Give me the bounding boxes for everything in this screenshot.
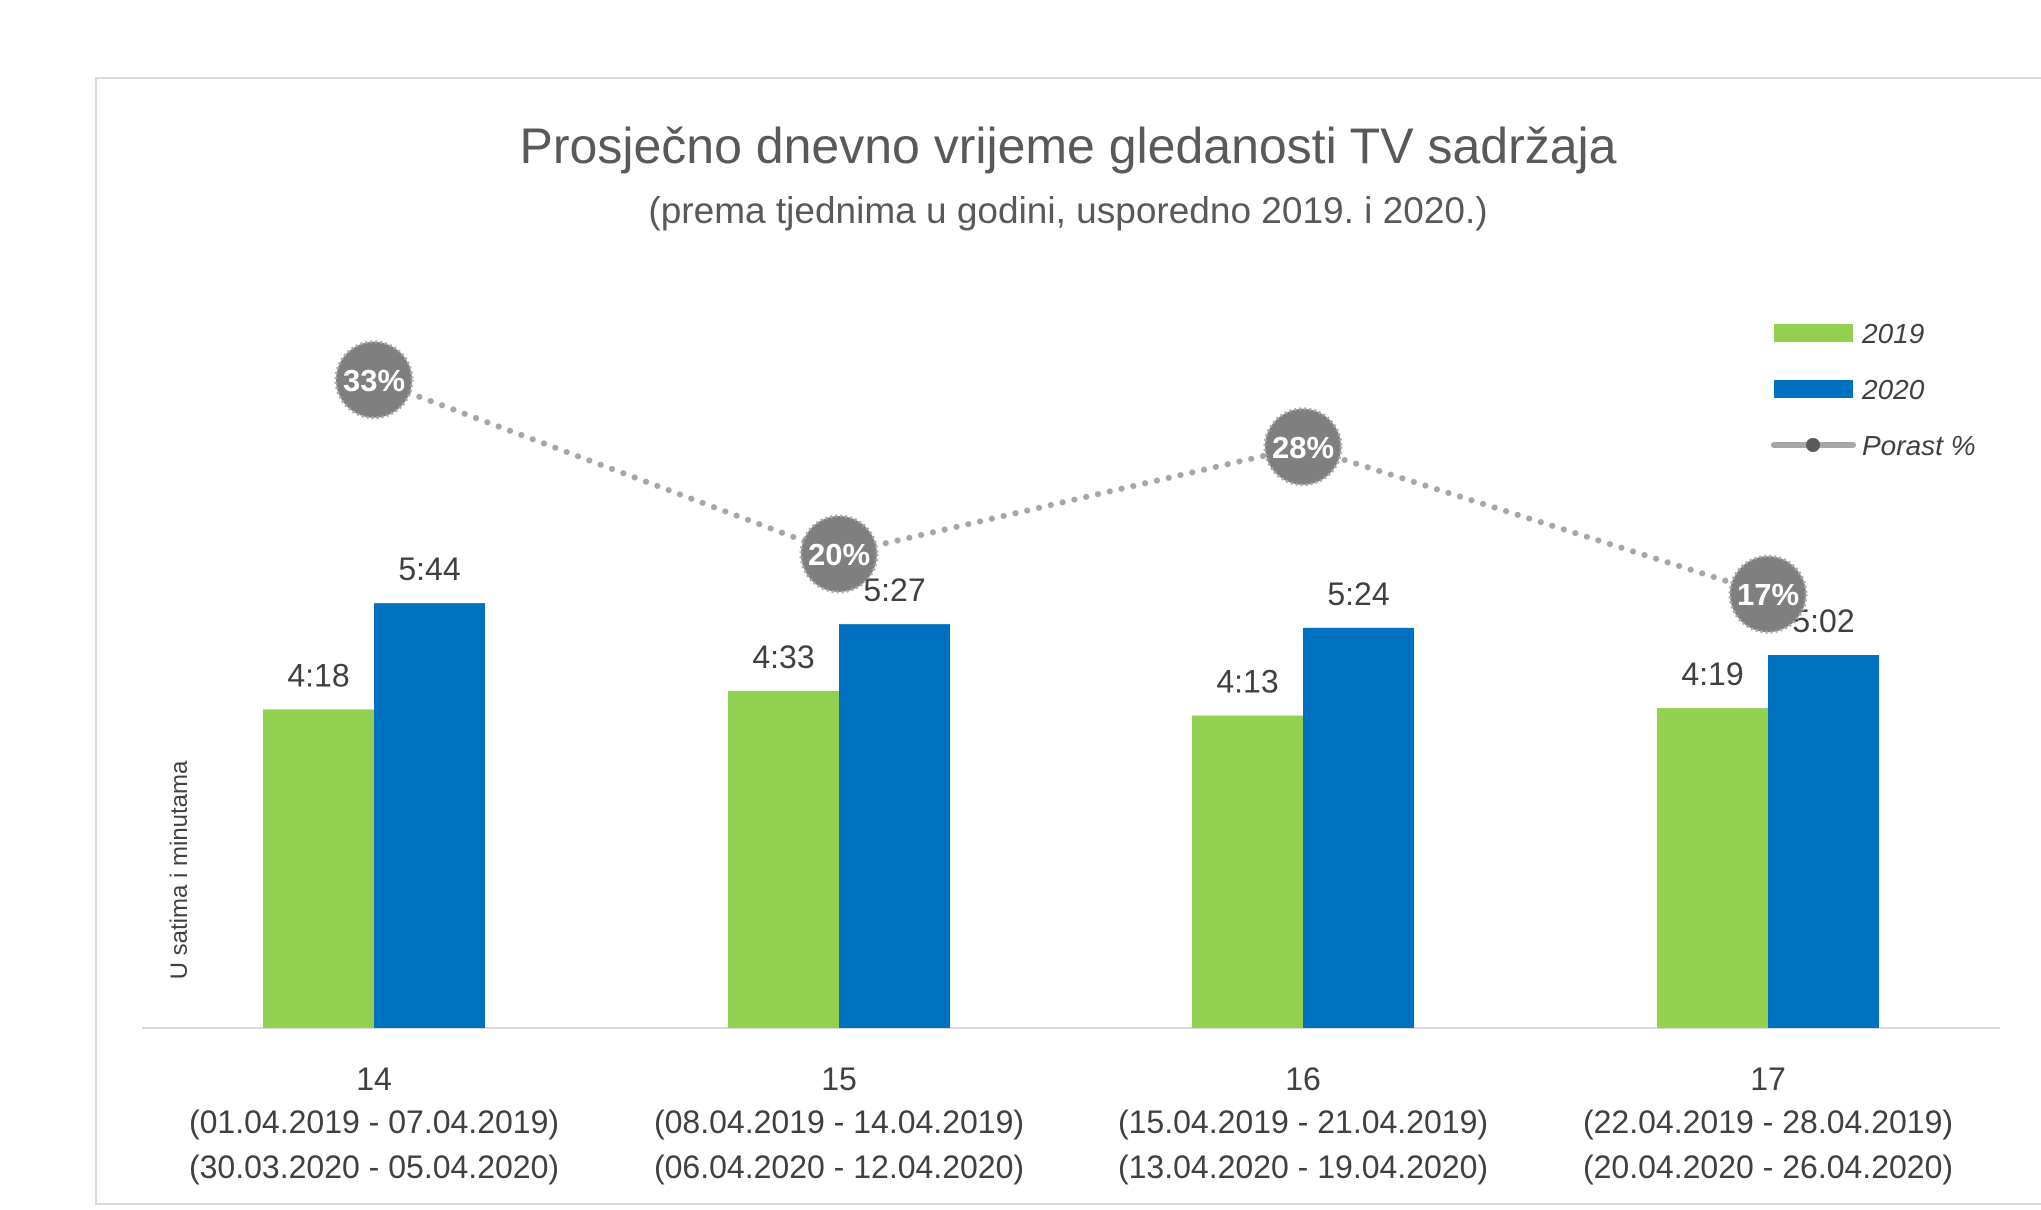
data-label-2020-week-14: 5:44 (398, 551, 460, 587)
x-tick-range2020-week-15: (06.04.2020 - 12.04.2020) (654, 1149, 1024, 1185)
x-tick-range2019-week-14: (01.04.2019 - 07.04.2019) (189, 1104, 559, 1140)
growth-marker-week-15 (799, 514, 879, 594)
chart-title: Prosječno dnevno vrijeme gledanosti TV s… (520, 118, 1617, 174)
bar-2020-week-14 (374, 603, 485, 1028)
x-tick-range2020-week-14: (30.03.2020 - 05.04.2020) (189, 1149, 559, 1185)
bar-2020-week-15 (839, 624, 950, 1028)
bar-2019-week-15 (728, 690, 839, 1028)
x-tick-week-14: 14 (356, 1061, 392, 1097)
x-tick-range2020-week-16: (13.04.2020 - 19.04.2020) (1118, 1149, 1488, 1185)
bars-group: 4:184:334:13 4:195:445:27 5:245:02 (263, 551, 1879, 1028)
x-tick-range2019-week-17: (22.04.2019 - 28.04.2019) (1583, 1104, 1953, 1140)
growth-marker-week-16 (1263, 407, 1343, 487)
data-label-2020-week-16: 5:24 (1327, 576, 1389, 612)
growth-line-group: 33% 20% 28% 17% (334, 340, 1808, 634)
growth-label-week-16: 28% (1272, 430, 1334, 465)
x-tick-range2019-week-15: (08.04.2019 - 14.04.2019) (654, 1104, 1024, 1140)
data-label-2019-week-14: 4:18 (287, 657, 349, 693)
growth-marker-week-17 (1728, 554, 1808, 634)
x-tick-range2019-week-16: (15.04.2019 - 21.04.2019) (1118, 1104, 1488, 1140)
data-label-2020-week-15: 5:27 (863, 572, 925, 608)
growth-marker-week-14 (334, 340, 414, 420)
bar-2019-week-17 (1657, 708, 1768, 1028)
x-tick-week-15: 15 (821, 1061, 857, 1097)
growth-label-week-14: 33% (343, 363, 405, 398)
y-axis-label: U satima i minutama (166, 760, 193, 979)
x-tick-range2020-week-17: (20.04.2020 - 26.04.2020) (1583, 1149, 1953, 1185)
bar-2019-week-14 (263, 709, 374, 1028)
legend-swatch-growth-marker (1806, 438, 1820, 452)
legend-label-growth: Porast % (1862, 430, 1976, 461)
growth-label-week-15: 20% (808, 537, 870, 572)
data-label-2019-week-16: 4:13 (1216, 664, 1278, 700)
chart-subtitle: (prema tjednima u godini, usporedno 2019… (648, 190, 1487, 231)
growth-line (371, 376, 1771, 598)
bar-2019-week-16 (1192, 715, 1303, 1028)
x-tick-labels: 14 (01.04.2019 - 07.04.2019) (30.03.2020 -… (189, 1061, 1953, 1185)
bar-2020-week-16 (1303, 627, 1414, 1028)
x-tick-week-17: 17 (1750, 1061, 1786, 1097)
legend-swatch-2019 (1774, 324, 1853, 342)
chart-legend: 2019 2020 Porast % (1771, 318, 1976, 461)
legend-swatch-2020 (1774, 380, 1853, 398)
data-label-2019-week-15: 4:33 (752, 639, 814, 675)
bar-2020-week-17 (1768, 655, 1879, 1028)
legend-label-2019: 2019 (1861, 318, 1924, 349)
x-tick-week-16: 16 (1285, 1061, 1321, 1097)
data-label-2019-week-17: 4:19 (1681, 656, 1743, 692)
legend-label-2020: 2020 (1861, 374, 1925, 405)
growth-label-week-17: 17% (1737, 577, 1799, 612)
